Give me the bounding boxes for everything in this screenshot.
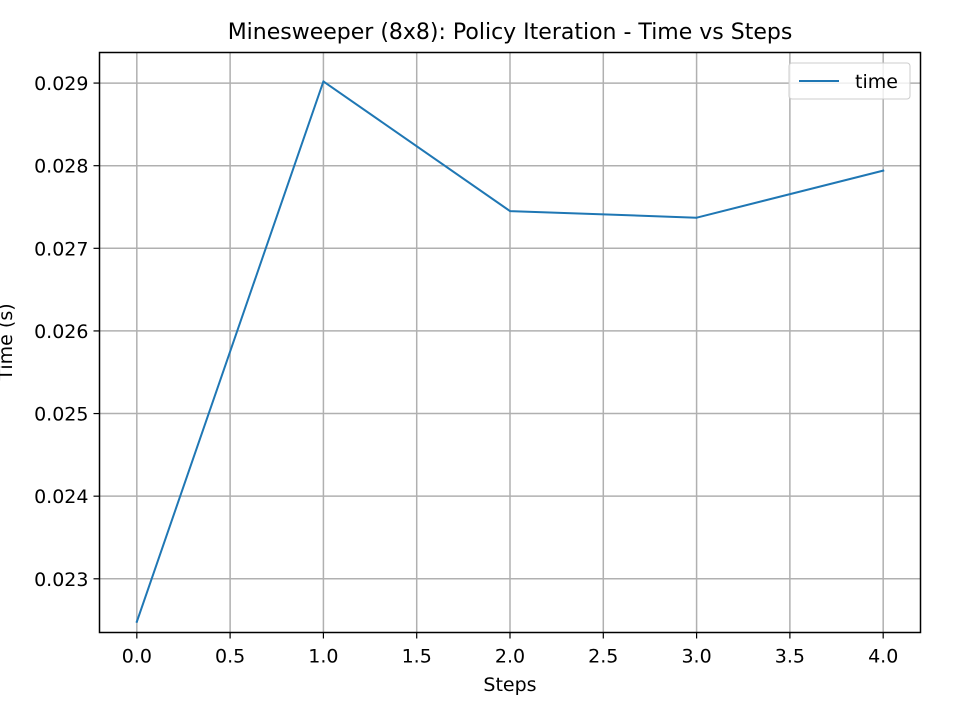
tick-layer: 0.0 0.5 1.0 1.5 2.0 2.5 3.0 3.5 4.0 0.023 0.024 0.0… — [34, 73, 898, 667]
y-tick-label: 0.027 — [34, 238, 88, 260]
x-tick-label: 2.5 — [588, 646, 618, 668]
data-point — [135, 620, 138, 623]
y-tick-label: 0.029 — [34, 73, 88, 95]
x-tick-label: 0.5 — [215, 646, 245, 668]
x-tick-label: 1.5 — [402, 646, 432, 668]
x-tick-label: 1.0 — [308, 646, 338, 668]
x-tick-label: 4.0 — [868, 646, 898, 668]
legend-box — [788, 62, 911, 100]
y-tick-label: 0.025 — [34, 404, 88, 426]
data-point — [882, 169, 885, 172]
legend-label-time: time — [855, 71, 898, 93]
y-axis-label: Time (s) — [0, 303, 17, 381]
data-point — [509, 210, 511, 213]
data-point — [322, 80, 325, 83]
x-tick-label: 3.0 — [681, 646, 711, 668]
series-layer — [135, 80, 885, 624]
x-tick-label: 2.0 — [495, 646, 525, 668]
data-point — [695, 216, 698, 219]
grid-layer — [99, 52, 921, 633]
x-axis-label: Steps — [483, 674, 536, 696]
y-tick-label: 0.026 — [34, 321, 88, 343]
y-tick-label: 0.028 — [34, 156, 88, 178]
x-tick-label: 0.0 — [122, 646, 152, 668]
legend: time — [788, 62, 911, 100]
x-tick-label: 3.5 — [775, 646, 805, 668]
y-tick-label: 0.023 — [34, 569, 88, 591]
chart-title: Minesweeper (8x8): Policy Iteration - Ti… — [228, 20, 793, 45]
y-tick-label: 0.024 — [34, 486, 88, 508]
